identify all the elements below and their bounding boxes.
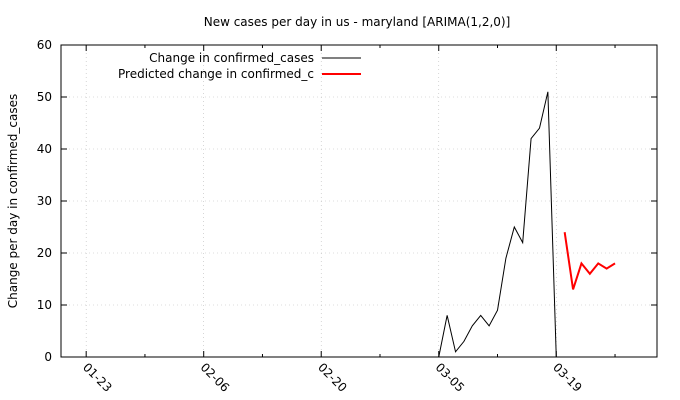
y-tick-label: 0 [44, 350, 52, 364]
y-tick-label: 50 [37, 90, 52, 104]
y-tick-label: 40 [37, 142, 52, 156]
legend: Change in confirmed_cases Predicted chang… [118, 51, 361, 81]
x-tick-label: 02-06 [198, 360, 233, 395]
y-tick-label: 20 [37, 246, 52, 260]
y-tick-label: 10 [37, 298, 52, 312]
x-tick-label: 02-20 [315, 360, 350, 395]
series-line-1 [438, 91, 557, 358]
grid [61, 45, 657, 357]
x-tick-label: 01-23 [80, 360, 115, 395]
y-tick-label: 30 [37, 194, 52, 208]
legend-label-1: Change in confirmed_cases [149, 51, 314, 65]
y-tick-label: 60 [37, 38, 52, 52]
chart-title: New cases per day in us - maryland [ARIM… [204, 15, 511, 29]
y-axis-label: Change per day in confirmed_cases [6, 94, 20, 309]
x-tick-label: 03-05 [433, 360, 468, 395]
axes: 0 10 20 30 40 50 60 01-23 02-06 02-20 03-05 03-19 [37, 38, 658, 395]
legend-label-2: Predicted change in confirmed_c [118, 67, 314, 81]
series-line-2 [563, 232, 616, 290]
plot-border [60, 44, 658, 358]
series-layer [438, 91, 616, 358]
x-tick-label: 03-19 [550, 360, 585, 395]
